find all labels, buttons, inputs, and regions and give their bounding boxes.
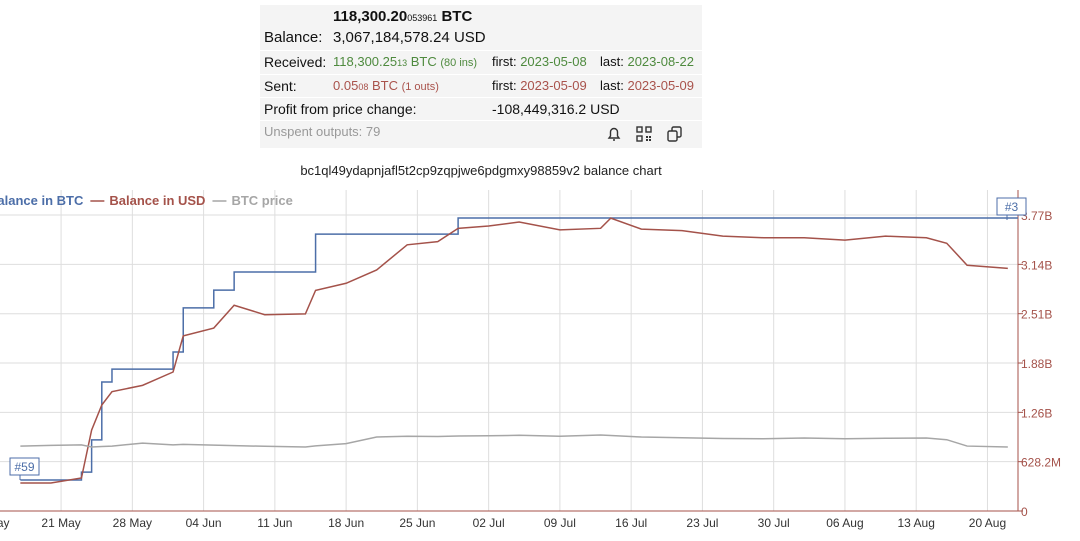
sent-label: Sent: [264, 78, 297, 94]
profit-value: -108,449,316.2 USD [492, 101, 620, 117]
sent-main: 0.05 [333, 78, 359, 93]
x-tick-label: 06 Aug [826, 516, 863, 530]
balance-row: Balance: 3,067,184,578.24 USD [260, 27, 702, 49]
series-line [20, 434, 1008, 448]
sent-small: 08 [358, 82, 369, 92]
sent-count: (1 outs) [401, 81, 439, 93]
sent-amount: 0.0508 BTC (1 outs) [333, 75, 439, 98]
y-tick-label: 2.51B [1021, 308, 1052, 322]
chart-title: bc1ql49ydapnjafl5t2cp9zqpjwe6pdgmxy98859… [300, 163, 662, 178]
x-tick-label: 20 Aug [969, 516, 1006, 530]
annotation-flag [996, 197, 1027, 216]
annotation-label: #3 [1005, 200, 1019, 214]
y-tick-label: 0 [1021, 505, 1028, 519]
last-label: last: [600, 78, 624, 93]
first-label: first: [492, 54, 517, 69]
received-last: last: 2023-08-22 [600, 51, 694, 73]
bell-icon[interactable] [605, 125, 623, 143]
received-first: first: 2023-05-08 [492, 51, 587, 73]
unspent-row: Unspent outputs: 79 [260, 120, 702, 148]
x-tick-label: 25 Jun [399, 516, 435, 530]
received-label: Received: [264, 54, 327, 70]
first-date: 2023-05-08 [520, 54, 587, 69]
x-tick-label: 21 May [41, 516, 80, 530]
profit-label: Profit from price change: [264, 101, 417, 117]
received-count: (80 ins) [440, 57, 478, 69]
annotation-flag [9, 457, 40, 476]
first-label: first: [492, 78, 517, 93]
total-row: 118,300.20053961 BTC [260, 6, 702, 28]
x-tick-label: 09 Jul [544, 516, 576, 530]
y-tick-label: 3.14B [1021, 258, 1052, 272]
x-tick-label: 02 Jul [473, 516, 505, 530]
y-tick-label: 3.77B [1021, 209, 1052, 223]
copy-icon[interactable] [666, 125, 684, 143]
received-small: 13 [397, 58, 408, 68]
received-unit: BTC [410, 54, 437, 69]
total: 118,300.20053961 BTC [333, 6, 472, 29]
balance-value: 3,067,184,578.24 USD [333, 29, 486, 46]
y-tick-label: 628.2M [1021, 456, 1061, 470]
first-date: 2023-05-09 [520, 78, 587, 93]
y-tick-label: 1.26B [1021, 406, 1052, 420]
series-line [20, 217, 1018, 481]
total-unit: BTC [441, 8, 473, 25]
x-tick-label: 13 Aug [898, 516, 935, 530]
last-label: last: [600, 54, 624, 69]
received-main: 118,300.25 [333, 54, 398, 69]
sent-unit: BTC [371, 78, 398, 93]
sent-first: first: 2023-05-09 [492, 75, 587, 97]
legend: Balance in BTC Balance in USD BTC price [0, 193, 293, 208]
total-small: 053961 [407, 13, 438, 23]
y-tick-label: 1.88B [1021, 357, 1052, 371]
x-tick-label: 28 May [113, 516, 152, 530]
legend-entry: BTC price [231, 193, 292, 208]
x-tick-label: 18 Jun [328, 516, 364, 530]
x-tick-label: 04 Jun [186, 516, 222, 530]
last-date: 2023-05-09 [627, 78, 694, 93]
total-main: 118,300.20 [333, 8, 408, 25]
unspent-outputs: Unspent outputs: 79 [264, 124, 381, 139]
balance-label: Balance: [264, 29, 323, 46]
series-line [20, 217, 1008, 484]
x-tick-label: 16 Jul [615, 516, 647, 530]
qr-icon[interactable] [635, 125, 653, 143]
profit-row: Profit from price change: -108,449,316.2… [260, 97, 702, 120]
received-row: Received: 118,300.2513 BTC (80 ins) firs… [260, 50, 702, 73]
last-date: 2023-08-22 [627, 54, 694, 69]
sent-last: last: 2023-05-09 [600, 75, 694, 97]
x-tick-label: 11 Jun [257, 516, 292, 530]
legend-entry: Balance in USD [109, 193, 205, 208]
x-tick-label: 14 May [0, 516, 9, 530]
x-tick-label: 23 Jul [686, 516, 718, 530]
legend-entry: Balance in BTC [0, 193, 84, 208]
sent-row: Sent: 0.0508 BTC (1 outs) first: 2023-05… [260, 74, 702, 97]
received-amount: 118,300.2513 BTC (80 ins) [333, 51, 477, 74]
address-summary: 118,300.20053961 BTC Balance: 3,067,184,… [260, 5, 702, 148]
annotation-label: #59 [14, 460, 34, 474]
x-tick-label: 30 Jul [758, 516, 790, 530]
